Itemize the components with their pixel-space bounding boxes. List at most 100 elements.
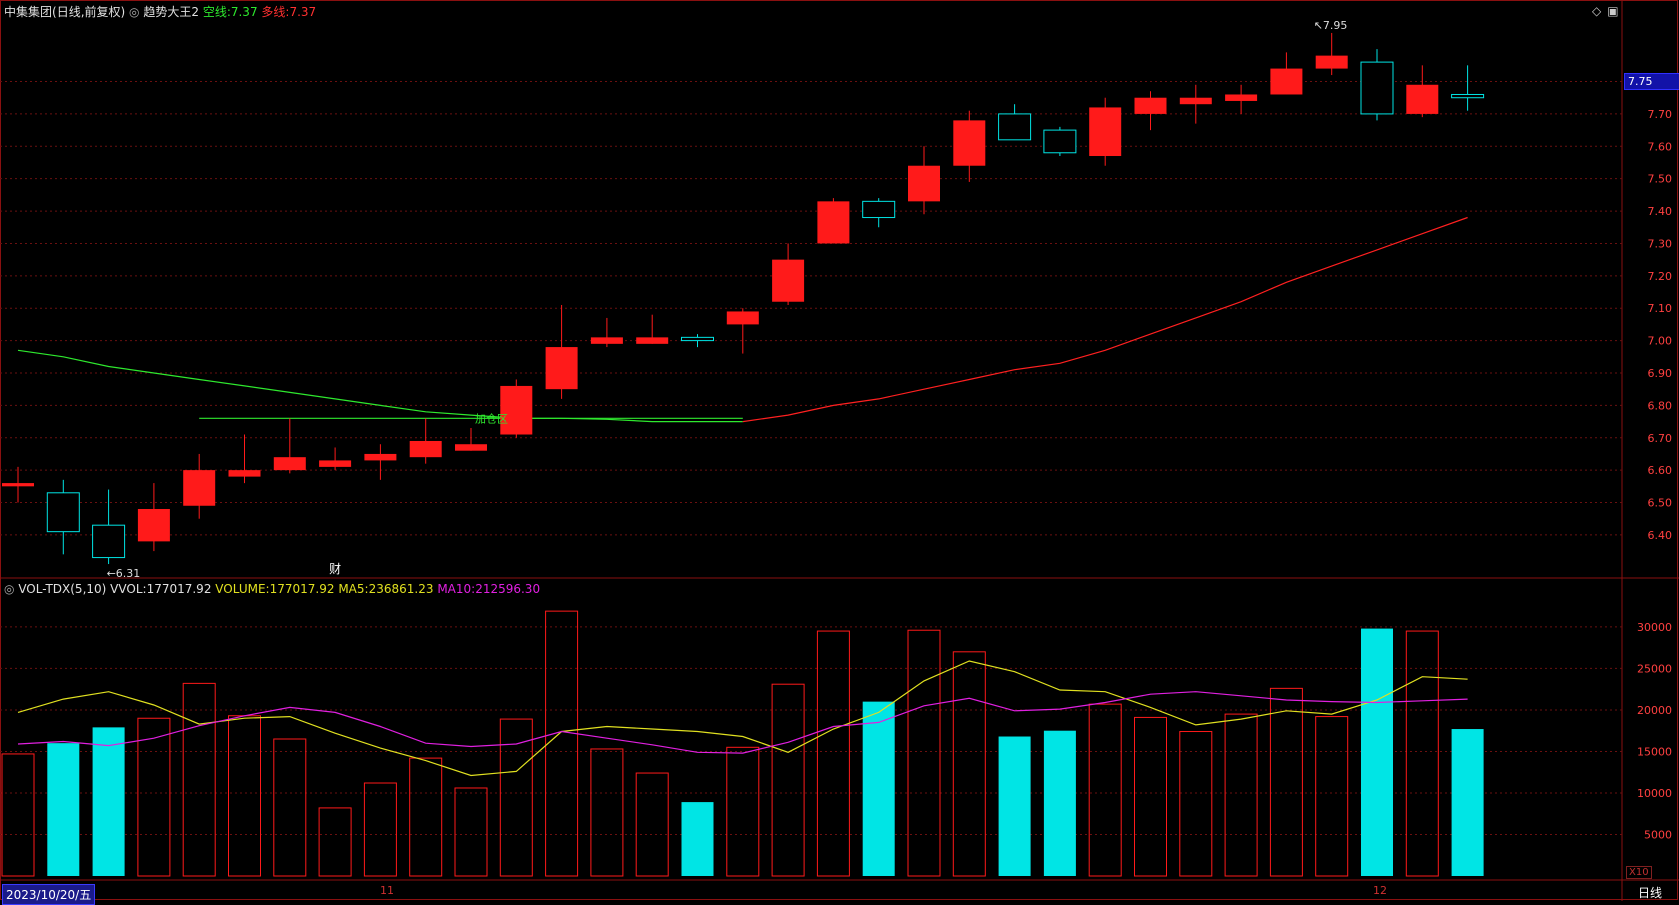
kong-value: 7.37 [230, 5, 258, 19]
price-tick-label: 7.20 [1648, 270, 1673, 283]
ma5-value: 236861.23 [368, 582, 434, 596]
candle-body [545, 347, 578, 390]
ma5-line [17, 660, 1468, 777]
volume-value: 177017.92 [269, 582, 335, 596]
indicator-name: 趋势大王2 [143, 5, 199, 19]
volume-bar [998, 736, 1031, 876]
volume-bar [1405, 630, 1439, 877]
candle-body [908, 165, 940, 202]
price-tick-label: 6.80 [1648, 399, 1673, 412]
high-price-label: ↖7.95 [1314, 19, 1348, 32]
candle [953, 110, 986, 182]
candle [590, 317, 623, 348]
duo-value: 7.37 [289, 5, 317, 19]
vvol-value: 177017.92 [146, 582, 212, 596]
month-label-12: 12 [1373, 884, 1387, 897]
volume-bar [1088, 703, 1122, 877]
volume-grid: 5000 10000 15000 20000 25000 30000 [0, 621, 1672, 841]
volume-bar [363, 782, 397, 877]
candle-body [681, 336, 714, 342]
candle [1043, 126, 1077, 157]
volume-bar [726, 746, 760, 877]
candle [1179, 84, 1212, 124]
volume-scale-label: X10 [1626, 866, 1652, 879]
candle [1225, 84, 1258, 114]
candle-body [409, 440, 442, 458]
candle [92, 489, 126, 565]
volume-bar [1361, 628, 1393, 876]
volume-bar [952, 651, 986, 877]
candle [908, 146, 940, 215]
volume-tick-label: 20000 [1637, 704, 1672, 717]
candle-body [500, 385, 533, 435]
candle-body [953, 120, 986, 166]
volume-tick-label: 25000 [1637, 662, 1672, 675]
price-tick-label: 7.60 [1648, 140, 1673, 153]
candle-body [455, 444, 487, 451]
candle [772, 243, 805, 305]
indicator-toggle-icon[interactable]: ◎ [129, 5, 140, 19]
candle-body [590, 337, 623, 344]
candle-body [772, 259, 805, 302]
close-box-icon[interactable]: ▣ [1607, 4, 1619, 18]
candle-body [1360, 61, 1394, 115]
volume-tick-label: 5000 [1644, 828, 1672, 841]
candle [545, 304, 578, 399]
volume-bar [1315, 716, 1349, 877]
volume-toggle-icon[interactable]: ◎ [4, 582, 15, 596]
annotations: ↖7.95 ←6.31 财 加仓区 [107, 19, 1348, 580]
ma10-label: MA10: [437, 582, 476, 596]
low-price-label: ←6.31 [107, 567, 141, 580]
diamond-icon[interactable]: ◇ [1592, 4, 1602, 18]
volume-bars [1, 610, 1484, 877]
volume-bar [545, 610, 579, 877]
candle-body [1179, 97, 1212, 105]
price-tick-label: 6.40 [1648, 529, 1673, 542]
candle-body [273, 457, 306, 471]
signal-label: 加仓区 [475, 411, 508, 425]
volume-indicator-name: VOL-TDX(5,10) [18, 582, 107, 596]
volume-bar [590, 748, 624, 877]
candle [636, 314, 669, 344]
candle [183, 453, 216, 519]
volume-bar [273, 738, 307, 877]
kong-line [17, 349, 743, 423]
volume-bar [92, 727, 125, 876]
volume-bar [1, 753, 35, 877]
candle-body [998, 113, 1032, 141]
volume-bar [1043, 730, 1076, 876]
candle [1360, 49, 1394, 121]
candle [862, 198, 896, 228]
candle [319, 447, 352, 471]
candle-body [1043, 129, 1077, 154]
candle-body [92, 524, 126, 559]
candle-body [1406, 84, 1439, 114]
price-tick-label: 6.50 [1648, 497, 1673, 510]
candle-body [1315, 55, 1348, 69]
candle-body [319, 460, 352, 467]
stock-name: 中集集团 [4, 5, 53, 19]
price-tick-label: 6.70 [1648, 432, 1673, 445]
volume-bar [771, 683, 805, 877]
period-label[interactable]: 日线 [1638, 886, 1663, 900]
price-grid: 6.40 6.50 6.60 6.70 6.80 6.90 7.00 7.10 7.20 7.30… [0, 76, 1672, 542]
price-tick-label: 6.90 [1648, 367, 1673, 380]
candle [409, 418, 442, 464]
price-tick-label: 7.50 [1648, 173, 1673, 186]
candle-body [862, 200, 896, 219]
candle-body [726, 311, 759, 325]
candle [1270, 52, 1303, 95]
candle [2, 466, 34, 503]
cursor-date: 2023/10/20/五 [2, 884, 96, 905]
duo-label: 多线: [261, 5, 290, 19]
candle-body [183, 470, 216, 506]
volume-bar [635, 772, 669, 877]
volume-bar [1224, 713, 1258, 877]
current-price-tag: 7.75 [1624, 73, 1679, 90]
chart-header: 中集集团(日线,前复权) ◎ 趋势大王2 空线:7.37 多线:7.37 [4, 3, 316, 20]
duo-line [742, 216, 1468, 423]
